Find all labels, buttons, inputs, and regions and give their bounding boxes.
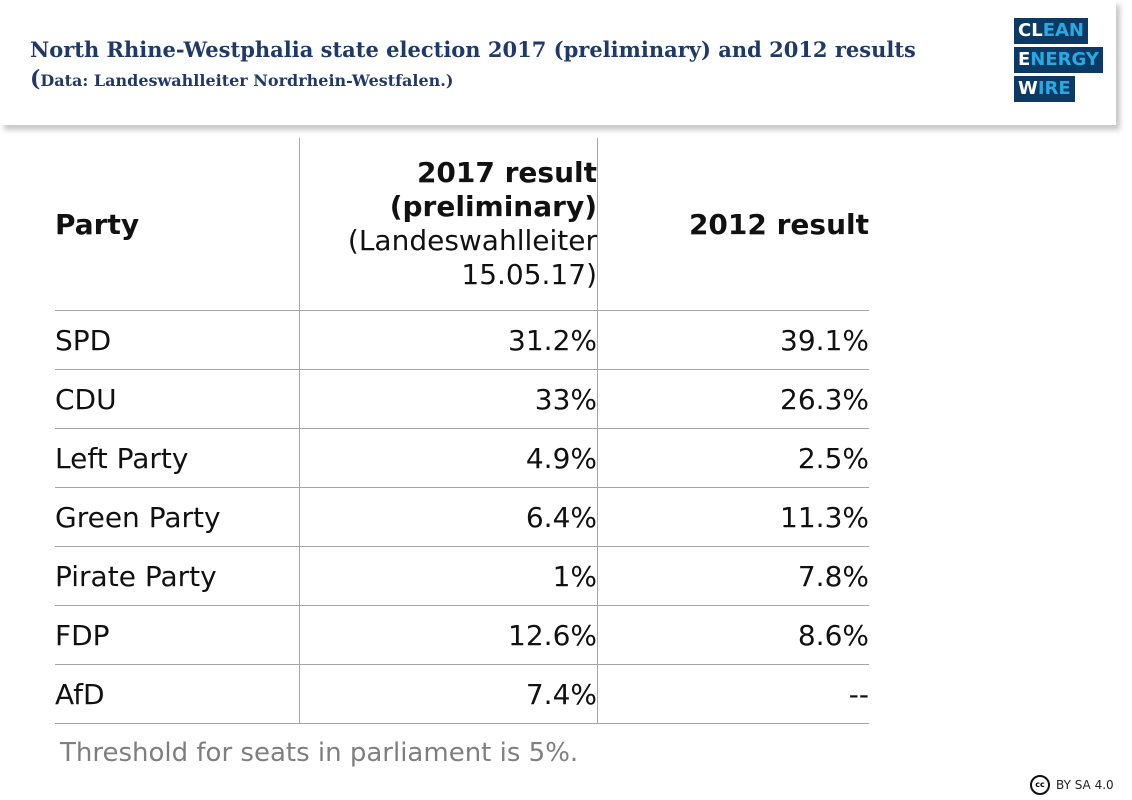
table-row: Left Party 4.9% 2.5% xyxy=(55,428,869,488)
header-banner: North Rhine-Westphalia state election 20… xyxy=(0,0,1116,125)
result-2012-cell: -- xyxy=(597,664,869,724)
clean-energy-wire-logo: CLEAN ENERGY WIRE xyxy=(1014,18,1103,105)
subtitle-paren: ( xyxy=(30,66,41,92)
party-cell: Green Party xyxy=(55,487,300,547)
party-cell: AfD xyxy=(55,664,300,724)
header-2012-result: 2012 result xyxy=(688,207,869,241)
license-text: BY SA 4.0 xyxy=(1056,778,1114,792)
result-2017-cell: 7.4% xyxy=(299,664,598,724)
table-header-row: Party 2017 result (preliminary) (Landesw… xyxy=(55,138,869,311)
result-2012-cell: 39.1% xyxy=(597,310,869,370)
license-badge: cc BY SA 4.0 xyxy=(1030,775,1114,795)
result-2017-cell: 31.2% xyxy=(299,310,598,370)
result-2017-cell: 33% xyxy=(299,369,598,429)
chart-title: North Rhine-Westphalia state election 20… xyxy=(30,37,916,62)
logo-line-energy: ENERGY xyxy=(1014,47,1103,73)
subtitle-source: Data: Landeswahlleiter Nordrhein-Westfal… xyxy=(40,71,454,90)
result-2012-cell: 7.8% xyxy=(597,546,869,606)
result-2012-cell: 2.5% xyxy=(597,428,869,488)
table-row: FDP 12.6% 8.6% xyxy=(55,605,869,665)
party-cell: CDU xyxy=(55,369,300,429)
threshold-footnote: Threshold for seats in parliament is 5%. xyxy=(60,738,579,768)
header-2017-result: 2017 result (preliminary) (Landeswahllei… xyxy=(299,138,598,311)
table-row: SPD 31.2% 39.1% xyxy=(55,310,869,370)
table-row: Pirate Party 1% 7.8% xyxy=(55,546,869,606)
results-table: Party 2017 result (preliminary) (Landesw… xyxy=(55,138,869,724)
party-cell: Left Party xyxy=(55,428,300,488)
party-cell: FDP xyxy=(55,605,300,665)
result-2017-cell: 1% xyxy=(299,546,598,606)
table-row: AfD 7.4% -- xyxy=(55,664,869,724)
table-row: CDU 33% 26.3% xyxy=(55,369,869,429)
result-2017-cell: 6.4% xyxy=(299,487,598,547)
chart-subtitle: (Data: Landeswahlleiter Nordrhein-Westfa… xyxy=(30,66,453,94)
result-2017-cell: 4.9% xyxy=(299,428,598,488)
party-cell: Pirate Party xyxy=(55,546,300,606)
result-2012-cell: 11.3% xyxy=(597,487,869,547)
party-cell: SPD xyxy=(55,310,300,370)
result-2017-cell: 12.6% xyxy=(299,605,598,665)
result-2012-cell: 26.3% xyxy=(597,369,869,429)
result-2012-cell: 8.6% xyxy=(597,605,869,665)
logo-line-wire: WIRE xyxy=(1014,76,1075,102)
logo-line-clean: CLEAN xyxy=(1014,18,1088,44)
creative-commons-icon: cc xyxy=(1030,775,1050,795)
header-party: Party xyxy=(55,207,140,241)
table-row: Green Party 6.4% 11.3% xyxy=(55,487,869,547)
